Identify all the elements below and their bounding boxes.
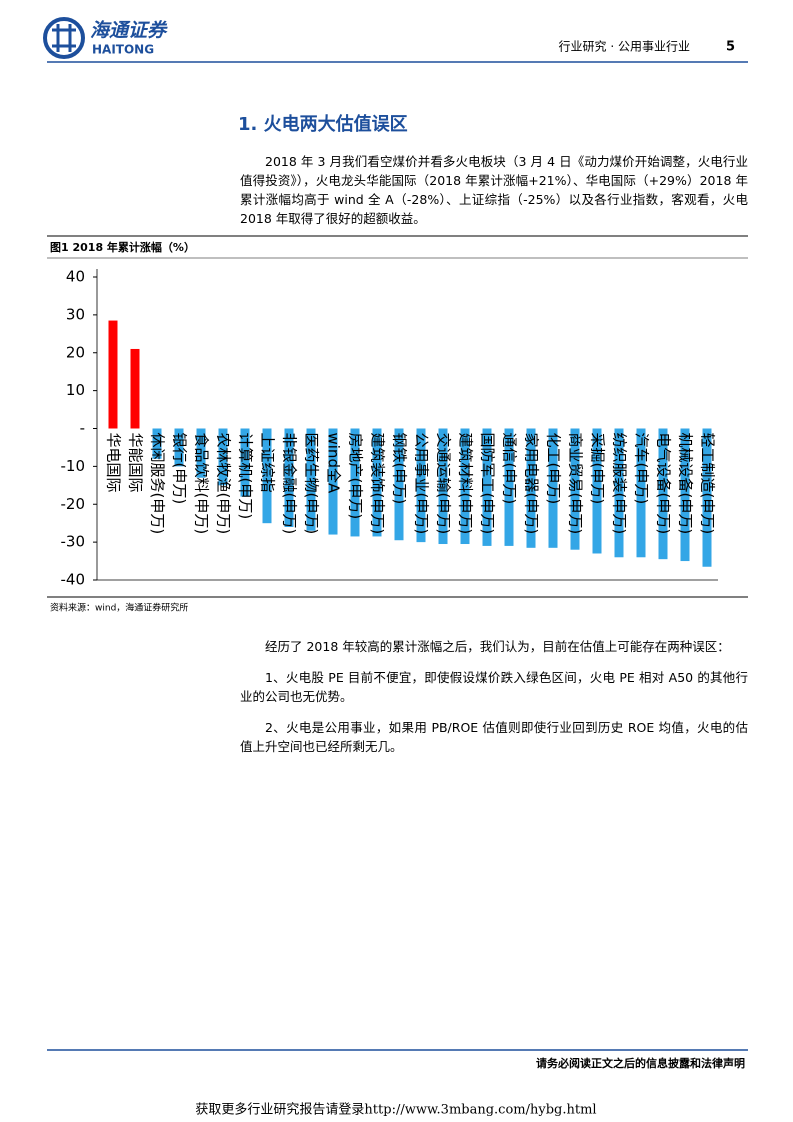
bar: [526, 428, 536, 548]
bar: [416, 428, 426, 543]
x-tick-label: wind全A: [325, 433, 343, 494]
y-tick-label: 10: [66, 381, 85, 399]
bar: [306, 428, 316, 531]
x-tick-label: 建筑装饰(申万): [369, 433, 387, 535]
logo-cn: 海通证券: [90, 20, 168, 42]
x-tick-label: 机械设备(申万): [677, 433, 695, 535]
x-tick-label: 上证综指: [259, 433, 277, 493]
bar: [394, 428, 404, 541]
x-tick-label: 休闲服务(申万): [149, 433, 167, 535]
footer-link: 获取更多行业研究报告请登录http://www.3mbang.com/hybg.…: [195, 1102, 596, 1118]
x-tick-label: 轻工制造(申万): [699, 433, 717, 535]
x-tick-label: 食品饮料(申万): [193, 433, 211, 535]
bar: [548, 428, 558, 548]
x-tick-label: 通信(申万): [501, 433, 519, 505]
bar: [592, 428, 602, 554]
section-heading: 1. 火电两大估值误区: [238, 114, 408, 135]
bar: [658, 428, 668, 560]
paragraph: 经历了 2018 年较高的累计涨幅之后，我们认为，目前在估值上可能存在两种误区：: [265, 639, 730, 654]
x-tick-label: 电气设备(申万): [655, 433, 673, 535]
y-tick-label: -40: [61, 571, 86, 589]
bar: [328, 428, 338, 535]
footer-disclaimer: 请务必阅读正文之后的信息披露和法律声明: [536, 1056, 745, 1070]
x-tick-label: 纺织服装(申万): [611, 433, 629, 535]
bar: [350, 428, 360, 537]
bar: [240, 428, 250, 497]
bar: [680, 428, 690, 562]
bar: [482, 428, 492, 546]
x-tick-label: 建筑材料(申万): [457, 433, 475, 535]
y-tick-label: -20: [61, 495, 86, 513]
y-tick-label: -30: [61, 533, 86, 551]
paragraph: 2018 年 3 月我们看空煤价并看多火电板块（3 月 4 日《动力煤价开始调整…: [240, 154, 748, 226]
bar: [570, 428, 580, 550]
bar: [504, 428, 514, 546]
y-tick-label: -: [80, 419, 85, 437]
chart: 40 30 20 10 - -10 -20 -30 -40 华电国际 华能国际 休闲服务(申万) 银行(…: [61, 268, 718, 589]
paragraph: 2、火电是公用事业，如果用 PB/ROE 估值则即使行业回到历史 ROE 均值，…: [240, 720, 748, 754]
x-tick-label: 医药生物(申万): [303, 433, 321, 535]
bar: [702, 428, 712, 567]
x-tick-label: 化工(申万): [545, 433, 563, 505]
x-tick-label: 汽车(申万): [633, 433, 651, 505]
y-tick-label: 20: [66, 343, 85, 361]
x-tick-label: 公用事业(申万): [413, 433, 431, 535]
x-tick-label: 计算机(申万): [237, 433, 255, 520]
x-tick-label: 国防军工(申万): [479, 433, 497, 535]
logo-mark: [52, 24, 76, 52]
bar: [284, 428, 294, 527]
x-tick-label: 农林牧渔(申万): [215, 433, 233, 535]
x-tick-label: 家用电器(申万): [523, 433, 541, 535]
x-tick-label: 非银金融(申万): [281, 433, 299, 535]
bar: [196, 428, 206, 478]
bar: [372, 428, 382, 537]
x-tick-label: 采掘(申万): [589, 433, 607, 505]
x-tick-label: 商业贸易(申万): [567, 433, 585, 535]
x-tick-label: 交通运输(申万): [435, 433, 453, 535]
x-tick-label: 钢铁(申万): [391, 433, 409, 505]
bar: [262, 428, 272, 524]
page-number: 5: [726, 40, 735, 55]
bar: [460, 428, 470, 545]
bar: [218, 428, 228, 486]
y-tick-label: 30: [66, 305, 85, 323]
header-section: 行业研究 · 公用事业行业: [559, 39, 690, 54]
y-tick-label: -10: [61, 457, 86, 475]
bar: [438, 428, 448, 545]
x-tick-label: 华电国际: [105, 433, 123, 493]
figure-source: 资料来源：wind，海通证券研究所: [50, 602, 188, 614]
logo-en: HAITONG: [92, 43, 154, 57]
bar: [636, 428, 646, 558]
y-tick-label: 40: [66, 268, 85, 286]
x-tick-label: 银行(申万): [171, 433, 189, 505]
figure-caption: 图1 2018 年累计涨幅（%）: [50, 240, 195, 254]
logo-mark: [43, 17, 85, 59]
x-tick-label: 房地产(申万): [347, 433, 365, 520]
paragraph: 1、火电股 PE 目前不便宜，即使假设煤价跌入绿色区间，火电 PE 相对 A50…: [240, 670, 748, 704]
x-tick-label: 华能国际: [127, 433, 145, 493]
bar: [174, 428, 184, 467]
bar: [130, 348, 140, 429]
bar: [108, 320, 118, 429]
bar: [614, 428, 624, 558]
bar: [152, 428, 162, 459]
